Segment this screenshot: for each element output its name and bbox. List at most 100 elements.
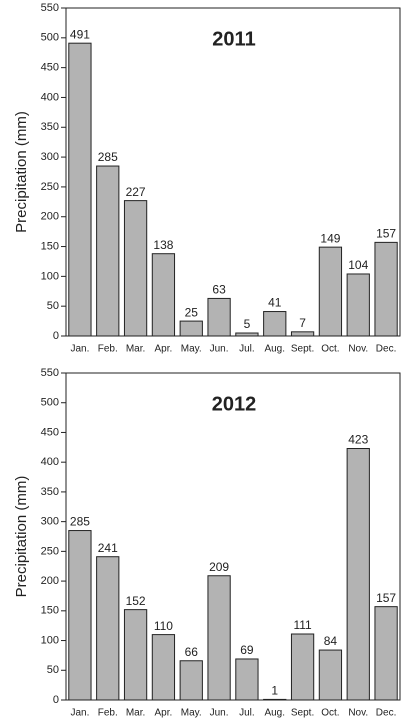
bar (263, 698, 287, 701)
x-tick-label: Aug. (264, 708, 285, 719)
y-tick-label: 100 (41, 270, 59, 282)
x-tick-label: Jan. (70, 708, 89, 719)
value-label: 285 (70, 515, 90, 529)
value-label: 149 (320, 231, 340, 245)
x-tick-label: Jul. (239, 708, 255, 719)
x-tick-label: Jun. (210, 708, 229, 719)
bar (123, 609, 148, 701)
bar (207, 297, 231, 337)
y-tick-label: 300 (41, 151, 59, 163)
bar (263, 311, 287, 337)
y-tick-label: 500 (41, 397, 59, 409)
value-label: 5 (244, 317, 251, 331)
value-label: 104 (348, 258, 368, 272)
y-tick-label: 250 (41, 181, 59, 193)
bar (374, 606, 398, 701)
bar (123, 200, 148, 337)
y-tick-label: 350 (41, 121, 59, 133)
x-tick-label: Jun. (210, 344, 229, 355)
bar (290, 633, 315, 701)
bar (346, 448, 370, 701)
value-label: 7 (299, 316, 306, 330)
bar (318, 649, 343, 701)
x-tick-label: Apr. (155, 708, 173, 719)
chart-title: 2011 (212, 28, 255, 50)
value-label: 1 (271, 684, 278, 698)
value-label: 111 (293, 618, 312, 632)
y-tick-label: 50 (47, 664, 59, 676)
y-axis-label: Precipitation (mm) (13, 476, 30, 598)
value-label: 63 (212, 283, 226, 297)
y-tick-label: 450 (41, 426, 59, 438)
y-tick-label: 0 (53, 694, 59, 706)
bar (96, 556, 120, 701)
y-tick-label: 450 (41, 62, 59, 74)
bar (179, 320, 203, 337)
x-tick-label: Nov. (348, 708, 368, 719)
y-tick-label: 150 (41, 605, 59, 617)
x-tick-label: Feb. (98, 708, 118, 719)
y-tick-label: 100 (41, 634, 59, 646)
y-tick-label: 350 (41, 486, 59, 498)
x-tick-label: Oct. (321, 344, 339, 355)
value-label: 157 (376, 227, 396, 241)
bar (235, 332, 259, 337)
x-tick-label: Dec. (376, 344, 397, 355)
x-tick-label: Mar. (126, 708, 145, 719)
value-label: 25 (185, 305, 199, 319)
x-tick-label: May. (181, 344, 202, 355)
value-label: 84 (324, 634, 338, 648)
value-label: 41 (268, 296, 282, 310)
bar (179, 660, 203, 701)
y-tick-label: 400 (41, 91, 59, 103)
x-tick-label: Mar. (126, 344, 145, 355)
bar (235, 658, 259, 701)
plot-frame (65, 7, 401, 337)
y-axis-label: Precipitation (mm) (13, 111, 30, 233)
bar (318, 246, 343, 337)
value-label: 491 (70, 27, 90, 41)
y-tick-label: 250 (41, 545, 59, 557)
value-label: 157 (376, 591, 396, 605)
y-tick-label: 0 (53, 330, 59, 342)
x-tick-label: Nov. (348, 344, 368, 355)
x-tick-label: Oct. (321, 708, 339, 719)
value-label: 241 (98, 541, 118, 555)
bar (68, 42, 92, 337)
x-tick-label: May. (181, 708, 202, 719)
y-tick-label: 150 (41, 240, 59, 252)
value-label: 423 (348, 433, 368, 447)
x-tick-label: Aug. (264, 344, 285, 355)
x-tick-label: Apr. (155, 344, 173, 355)
value-label: 285 (98, 150, 118, 164)
bar (96, 165, 120, 337)
x-tick-label: Sept. (291, 344, 314, 355)
x-tick-label: Jan. (70, 344, 89, 355)
y-tick-label: 200 (41, 575, 59, 587)
x-tick-label: Dec. (376, 708, 397, 719)
y-tick-label: 500 (41, 32, 59, 44)
value-label: 110 (154, 619, 173, 633)
bar (151, 253, 176, 337)
bar (151, 634, 176, 701)
value-label: 66 (185, 645, 199, 659)
chart-title: 2012 (212, 393, 257, 415)
x-tick-label: Feb. (98, 344, 118, 355)
y-tick-label: 550 (41, 2, 59, 14)
y-tick-label: 550 (41, 367, 59, 379)
value-label: 152 (126, 594, 146, 608)
value-label: 69 (240, 643, 254, 657)
bar (290, 331, 315, 337)
bar (68, 530, 92, 701)
bar (346, 273, 370, 337)
value-label: 138 (153, 238, 173, 252)
bar (374, 241, 398, 337)
y-tick-label: 200 (41, 211, 59, 223)
y-tick-label: 300 (41, 516, 59, 528)
x-tick-label: Sept. (291, 708, 314, 719)
bar (207, 575, 231, 701)
value-label: 227 (126, 185, 146, 199)
y-tick-label: 400 (41, 456, 59, 468)
